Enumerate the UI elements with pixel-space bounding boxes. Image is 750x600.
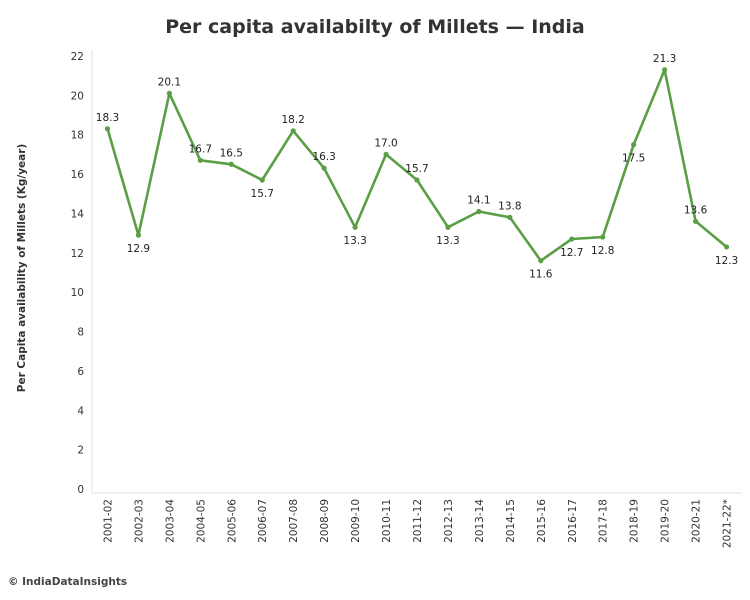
data-point xyxy=(197,157,203,163)
x-tick-label: 2001-02 xyxy=(102,499,114,543)
data-label: 17.5 xyxy=(622,153,645,165)
credit-text: © IndiaDataInsights xyxy=(8,576,128,588)
x-tick-label: 2015-16 xyxy=(536,499,548,543)
y-tick-label: 0 xyxy=(77,484,84,496)
data-point xyxy=(445,224,451,230)
data-point xyxy=(321,165,327,171)
x-tick-label: 2011-12 xyxy=(412,499,424,543)
x-tick-label: 2010-11 xyxy=(381,499,393,543)
data-point xyxy=(476,208,482,215)
y-tick-label: 12 xyxy=(71,248,84,260)
chart-title: Per capita availabilty of Millets — Indi… xyxy=(165,16,585,38)
x-tick-label: 2008-09 xyxy=(319,499,331,543)
y-tick-label: 16 xyxy=(71,169,85,181)
data-point xyxy=(662,67,668,73)
data-label: 12.9 xyxy=(127,243,150,255)
data-point xyxy=(383,151,389,158)
y-tick-label: 18 xyxy=(71,130,84,142)
y-tick-label: 20 xyxy=(71,90,84,102)
data-point xyxy=(507,214,513,220)
y-tick-label: 10 xyxy=(71,287,84,299)
data-point xyxy=(228,161,234,167)
data-point xyxy=(259,177,265,183)
x-tick-label: 2007-08 xyxy=(288,499,300,543)
y-axis-label: Per Capita availability of Millets (Kg/y… xyxy=(16,144,28,393)
data-point xyxy=(723,244,730,250)
data-label: 16.7 xyxy=(189,143,212,155)
y-axis-label-group: Per Capita availability of Millets (Kg/y… xyxy=(16,144,28,393)
x-tick-label: 2021-22* xyxy=(722,499,734,548)
x-tick-label: 2014-15 xyxy=(505,499,517,543)
data-label: 18.2 xyxy=(281,114,304,126)
data-label: 12.7 xyxy=(560,247,583,259)
x-tick-label: 2016-17 xyxy=(567,499,579,543)
data-point xyxy=(414,177,420,183)
x-tick-label: 2018-19 xyxy=(629,499,641,543)
data-label: 13.3 xyxy=(343,235,366,247)
data-points xyxy=(104,67,730,264)
data-label: 15.7 xyxy=(251,188,274,200)
data-point xyxy=(538,258,544,264)
x-tick-labels: 2001-02 2002-03 2003-04 2004-05 2005-06 2006-… xyxy=(102,499,733,548)
x-tick-label: 2012-13 xyxy=(443,499,455,543)
data-label: 12.3 xyxy=(715,255,738,267)
data-label: 15.7 xyxy=(405,163,428,175)
y-tick-label: 22 xyxy=(71,51,84,63)
data-label: 13.3 xyxy=(436,235,459,247)
x-tick-label: 2002-03 xyxy=(133,499,145,543)
y-tick-label: 2 xyxy=(77,445,84,457)
x-tick-label: 2013-14 xyxy=(474,499,486,543)
data-point xyxy=(600,234,606,240)
data-label: 11.6 xyxy=(529,269,553,281)
data-label: 12.8 xyxy=(591,245,614,257)
x-tick-label: 2020-21 xyxy=(691,499,703,543)
data-point xyxy=(631,141,637,148)
data-label: 16.5 xyxy=(220,147,243,159)
data-label: 18.3 xyxy=(96,112,119,124)
y-tick-label: 4 xyxy=(77,405,84,417)
x-tick-label: 2009-10 xyxy=(350,499,362,543)
data-label: 16.3 xyxy=(312,151,335,163)
y-tick-labels: 0 2 4 6 8 10 12 14 16 18 20 22 xyxy=(71,51,85,496)
data-label: 13.8 xyxy=(498,200,521,212)
data-point xyxy=(692,218,699,224)
y-tick-label: 8 xyxy=(77,327,84,339)
data-point xyxy=(104,126,111,132)
data-label: 17.0 xyxy=(374,137,397,149)
data-label: 13.6 xyxy=(684,204,708,216)
x-tick-label: 2017-18 xyxy=(598,499,610,543)
data-point xyxy=(569,236,575,242)
data-label: 20.1 xyxy=(158,76,181,88)
x-tick-label: 2004-05 xyxy=(195,499,207,543)
y-tick-label: 6 xyxy=(77,366,84,378)
y-tick-label: 14 xyxy=(71,208,85,220)
x-tick-label: 2019-20 xyxy=(660,499,672,543)
data-point xyxy=(352,224,358,230)
data-point xyxy=(166,90,172,96)
x-tick-label: 2005-06 xyxy=(226,499,238,543)
data-point xyxy=(135,232,142,238)
x-tick-label: 2003-04 xyxy=(164,499,176,543)
data-point xyxy=(290,128,296,134)
x-tick-label: 2006-07 xyxy=(257,499,269,543)
data-label: 14.1 xyxy=(467,194,490,206)
data-labels: 18.3 12.9 20.1 16.7 16.5 15.7 18.2 16.3 13.3 17.0… xyxy=(96,53,738,281)
data-label: 21.3 xyxy=(653,53,676,65)
axes xyxy=(91,50,742,494)
